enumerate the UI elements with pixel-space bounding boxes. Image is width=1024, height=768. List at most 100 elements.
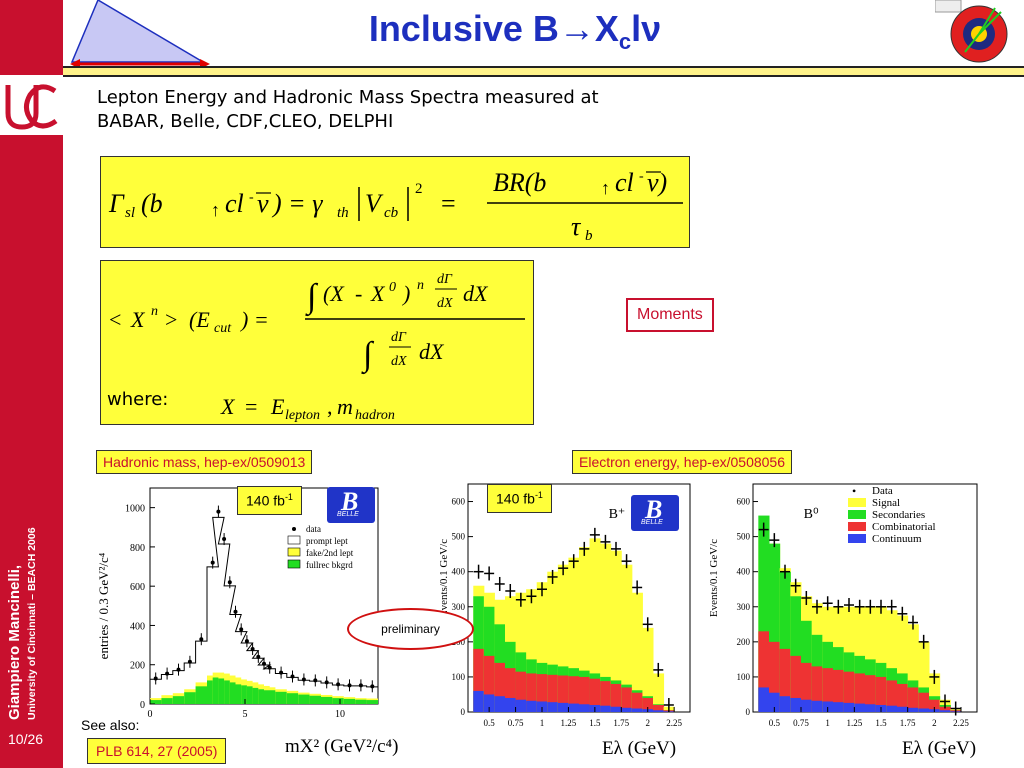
combinatorial-bar [939,706,951,712]
signal-bar [600,543,612,712]
svg-text:dX: dX [437,296,453,311]
y-axis-label: Events/0.1 GeV/c [708,539,720,617]
moments-label: Moments [626,298,714,332]
signal-bar [886,610,898,712]
continuum-bar [515,699,527,712]
signal-bar [897,615,909,712]
continuum-bar [779,696,791,712]
x-tick-label: 0 [148,709,153,720]
y-tick-label: 400 [130,621,145,632]
x-tick-label: 1 [540,718,545,728]
svg-text:ν): ν) [647,168,667,197]
svg-text:) =: ) = [239,307,269,332]
continuum-bar [865,704,877,712]
legend-label: Combinatorial [872,521,936,533]
continuum-bar [568,703,580,712]
combinatorial-bar [473,648,485,712]
x-tick-label: 0.75 [508,718,524,728]
svg-text:n: n [151,304,158,319]
svg-text:th: th [337,205,349,221]
continuum-bar [494,696,506,712]
electron-energy-tag: Electron energy, hep-ex/0508056 [572,450,792,474]
legend-label: Data [872,485,893,497]
y-tick-label: 300 [452,602,466,612]
legend-label: fake/2nd lept [306,548,354,558]
arrow-icon: → [558,8,595,49]
x-tick-label: 1.75 [900,718,916,728]
svg-text:2: 2 [415,181,423,197]
y-tick-label: 100 [737,672,751,682]
continuum-bar [653,710,665,712]
x-tick-label: 1 [825,718,830,728]
y-tick-label: 500 [452,532,466,542]
author-block: Giampiero Mancinelli, University of Cinc… [4,120,54,720]
x-tick-label: 2.25 [953,718,969,728]
combinatorial-bar [790,655,802,712]
combinatorial-bar [642,697,654,712]
continuum-bar [769,692,781,712]
svg-text:V: V [365,189,384,218]
svg-text:-: - [249,190,254,205]
intro-text: Lepton Energy and Hadronic Mass Spectra … [97,87,599,132]
combinatorial-bar [536,674,548,712]
where-label: where: [107,389,169,410]
combinatorial-bar [897,683,909,712]
signal-bar [547,571,559,712]
continuum-bar [505,697,517,712]
svg-text:lepton: lepton [285,408,320,423]
e-axis-caption-bzero: Eλ (GeV) [902,738,977,759]
continuum-bar [536,701,548,712]
svg-text:cb: cb [384,205,399,221]
fullrec-bkgrd-bar [161,698,173,704]
secondaries-bar [769,543,781,712]
legend-label: data [306,524,321,534]
x-tick-label: 5 [243,709,248,720]
fullrec-bkgrd-bar [246,686,259,704]
svg-text:b: b [585,228,593,244]
signal-bar [579,547,591,712]
fullrec-bkgrd-bar [321,696,333,704]
combinatorial-bar [801,662,813,712]
y-axis-label: Events/0.1 GeV/c [438,539,450,617]
fullrec-bkgrd-bar [355,699,367,704]
svg-text:-: - [639,169,644,184]
combinatorial-bar [865,675,877,712]
svg-text:cl: cl [225,189,244,218]
signal-bar [526,589,538,712]
continuum-bar [621,707,633,712]
y-tick-label: 400 [452,567,466,577]
mx-axis-caption: mX² (GeV²/c⁴) [285,736,399,757]
panel-label: B⁺ [609,507,626,522]
legend-swatch [287,559,301,569]
combinatorial-bar [505,668,517,712]
x-tick-label: 0.5 [769,718,781,728]
signal-bar [875,606,887,712]
belle-logo-left: B BELLE [327,487,375,523]
legend-marker-data [292,527,296,531]
svg-text:Γ: Γ [108,189,125,218]
svg-text:E: E [270,394,285,419]
combinatorial-bar [653,704,665,712]
legend-swatch [848,534,866,543]
legend-label: fullrec bkgrd [306,560,353,570]
x-tick-label: 2 [932,718,937,728]
svg-text:sl: sl [125,205,135,221]
reference-tag: PLB 614, 27 (2005) [87,738,227,764]
continuum-bar [939,710,951,712]
svg-text:X: X [220,394,236,419]
svg-text:n: n [417,278,424,293]
y-tick-label: 1000 [125,504,145,515]
combinatorial-bar [600,681,612,712]
panel-label: B⁰ [804,507,819,522]
fullrec-bkgrd-bar [264,690,276,704]
y-tick-label: 200 [130,661,145,672]
combinatorial-bar [833,669,845,712]
signal-bar [642,627,654,712]
continuum-bar [811,700,823,712]
continuum-bar [918,708,930,712]
combinatorial-bar [589,678,601,712]
fullrec-bkgrd-bar [275,691,287,704]
svg-text:ν: ν [257,189,269,218]
fullrec-bkgrd-bar [172,696,185,704]
svg-text:,: , [327,394,333,419]
